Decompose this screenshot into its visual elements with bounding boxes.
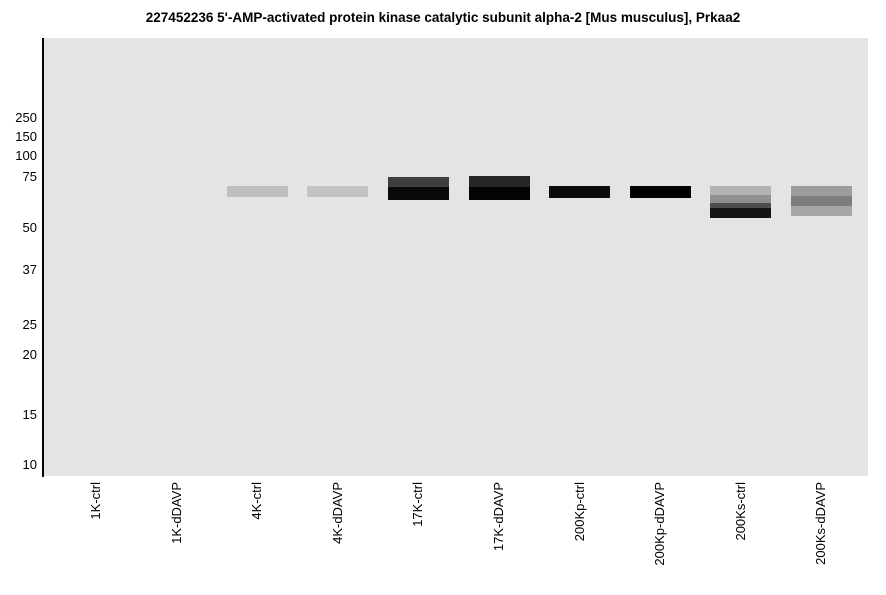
y-tick-label: 37 <box>22 262 37 277</box>
gel-plot-area <box>44 38 868 476</box>
lane-label: 200Kp-dDAVP <box>652 482 668 566</box>
protein-band <box>387 176 449 187</box>
protein-band <box>468 186 530 200</box>
protein-band <box>307 185 369 197</box>
protein-band <box>226 185 288 197</box>
protein-band <box>710 185 772 195</box>
protein-band <box>549 185 611 198</box>
protein-band <box>790 206 852 216</box>
lane-label: 1K-dDAVP <box>168 482 184 544</box>
y-tick-label: 75 <box>22 169 37 184</box>
protein-band <box>468 176 530 187</box>
y-tick-label: 15 <box>22 407 37 422</box>
protein-band <box>790 195 852 207</box>
y-tick-label: 250 <box>15 110 37 125</box>
protein-band <box>790 185 852 196</box>
lane-label: 17K-ctrl <box>410 482 426 527</box>
lane-label: 200Ks-ctrl <box>732 482 748 541</box>
protein-band <box>710 208 772 219</box>
protein-band <box>710 194 772 203</box>
lane-label: 17K-dDAVP <box>491 482 506 552</box>
lane-label: 4K-ctrl <box>249 482 265 520</box>
y-tick-label: 50 <box>22 220 37 235</box>
lane-label: 4K-dDAVP <box>329 482 345 544</box>
y-tick-label: 150 <box>15 129 37 144</box>
figure-title: 227452236 5'-AMP-activated protein kinas… <box>145 10 741 25</box>
y-tick-label: 100 <box>15 148 37 163</box>
lane-label: 200Ks-dDAVP <box>813 482 829 565</box>
lane-label: 1K-ctrl <box>88 482 103 520</box>
y-tick-label: 20 <box>22 347 37 362</box>
protein-band <box>387 186 449 200</box>
y-tick-label: 25 <box>22 317 37 332</box>
protein-band <box>629 185 691 198</box>
y-axis-line <box>42 38 44 477</box>
lane-label: 200Kp-ctrl <box>571 482 587 542</box>
y-tick-label: 10 <box>22 457 37 472</box>
protein-band <box>710 202 772 209</box>
